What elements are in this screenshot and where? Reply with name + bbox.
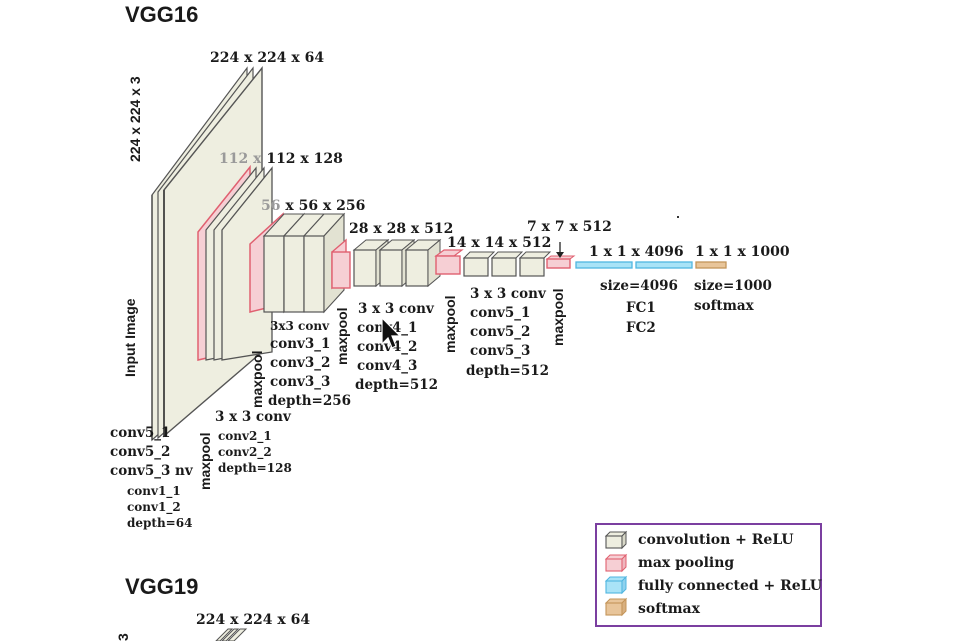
svg-text:conv3_3: conv3_3: [270, 374, 330, 390]
legend-item-pool: max pooling: [604, 553, 734, 573]
dim-14: 14 x 14 x 512: [447, 235, 551, 251]
dim-7: 7 x 7 x 512: [527, 219, 612, 235]
svg-text:nv: nv: [175, 463, 194, 479]
block2-labels: 3 x 3 conv conv2_1 conv2_2 depth=128: [215, 409, 292, 475]
svg-text:conv5_1: conv5_1: [110, 425, 170, 441]
svg-text:conv1_1: conv1_1: [127, 484, 181, 499]
dim-fc: 1 x 1 x 4096: [589, 244, 684, 260]
svg-text:conv3_1: conv3_1: [270, 336, 330, 352]
svg-text:3 x 3 conv: 3 x 3 conv: [358, 301, 435, 317]
block4-labels: 3 x 3 conv conv4_1 conv4_2 conv4_3 depth…: [355, 301, 438, 393]
dim-112: 112 x 112 x 128: [219, 151, 343, 167]
svg-text:depth=512: depth=512: [466, 363, 549, 379]
maxpool-label-3: maxpool: [334, 307, 350, 365]
svg-text:conv4_3: conv4_3: [357, 358, 417, 374]
block3-labels: 3x3 conv conv3_1 conv3_2 conv3_3 depth=2…: [268, 319, 351, 409]
input-image-label: Input Image: [122, 298, 138, 377]
fc-labels: size=4096 FC1 FC2: [600, 278, 678, 336]
svg-text:conv4_2: conv4_2: [357, 339, 417, 355]
svg-text:3: 3: [115, 633, 131, 641]
svg-text:conv2_2: conv2_2: [218, 445, 272, 460]
svg-text:depth=512: depth=512: [355, 377, 438, 393]
legend-item-fc: fully connected + ReLU: [604, 575, 822, 595]
svg-text:fully connected + ReLU: fully connected + ReLU: [638, 578, 822, 594]
svg-text:3 x 3 conv: 3 x 3 conv: [470, 286, 547, 302]
dim-28: 28 x 28 x 512: [349, 221, 453, 237]
svg-text:convolution + ReLU: convolution + ReLU: [638, 532, 794, 548]
softmax-labels: size=1000 softmax: [694, 278, 772, 314]
block5-labels: 3 x 3 conv conv5_1 conv5_2 conv5_3 depth…: [466, 286, 549, 379]
maxpool-label-4: maxpool: [442, 295, 458, 353]
block-28: [331, 238, 442, 290]
dim-224: 224 x 224 x 64: [210, 50, 324, 66]
svg-text:conv5_2: conv5_2: [110, 444, 170, 460]
svg-text:conv2_1: conv2_1: [218, 429, 272, 444]
svg-text:size=1000: size=1000: [694, 278, 772, 294]
input-side-label: 224 x 224 x 3: [127, 76, 143, 162]
dim-softmax: 1 x 1 x 1000: [695, 244, 790, 260]
svg-text:size=4096: size=4096: [600, 278, 678, 294]
svg-text:softmax: softmax: [694, 298, 755, 314]
svg-text:FC1: FC1: [626, 300, 656, 316]
svg-text:conv1_2: conv1_2: [127, 500, 181, 515]
svg-text:conv5_3: conv5_3: [110, 463, 170, 479]
svg-text:conv5_1: conv5_1: [470, 305, 530, 321]
softmax-layer: [695, 261, 727, 269]
svg-text:max pooling: max pooling: [638, 555, 734, 571]
title-vgg16: VGG16: [125, 2, 198, 27]
maxpool-label-1: maxpool: [197, 432, 213, 490]
block-112: [197, 164, 273, 361]
block-14: [434, 249, 552, 277]
svg-text:depth=64: depth=64: [127, 516, 192, 530]
title-vgg19: VGG19: [125, 574, 198, 599]
legend-item-conv: convolution + ReLU: [604, 530, 794, 550]
svg-text:conv5_3: conv5_3: [470, 343, 530, 359]
legend: convolution + ReLU max pooling fully con…: [595, 523, 822, 627]
svg-text:softmax: softmax: [638, 601, 701, 617]
svg-text:conv5_2: conv5_2: [470, 324, 530, 340]
dim-56: 56 x 56 x 256: [261, 198, 365, 214]
stray-dot: [677, 216, 679, 218]
maxpool-label-2: maxpool: [249, 350, 265, 408]
maxpool-label-5: maxpool: [550, 288, 566, 346]
block-56: [249, 212, 346, 314]
svg-text:conv3_2: conv3_2: [270, 355, 330, 371]
svg-text:depth=256: depth=256: [268, 393, 351, 409]
svg-text:3 x 3 conv: 3 x 3 conv: [215, 409, 292, 425]
block1-labels: conv1_1 conv1_2 depth=64: [127, 484, 192, 530]
block1-left-labels: conv5_1 conv5_2 conv5_3 nv: [110, 425, 194, 479]
legend-item-softmax: softmax: [604, 597, 701, 617]
svg-text:FC2: FC2: [626, 320, 656, 336]
vgg19-partial: 224 x 224 x 64 3: [115, 612, 310, 641]
block-7: [545, 242, 576, 269]
svg-text:depth=128: depth=128: [218, 461, 292, 475]
svg-text:3x3 conv: 3x3 conv: [270, 319, 330, 333]
fc-layers: [575, 261, 693, 269]
svg-text:224 x 224 x 64: 224 x 224 x 64: [196, 612, 310, 628]
